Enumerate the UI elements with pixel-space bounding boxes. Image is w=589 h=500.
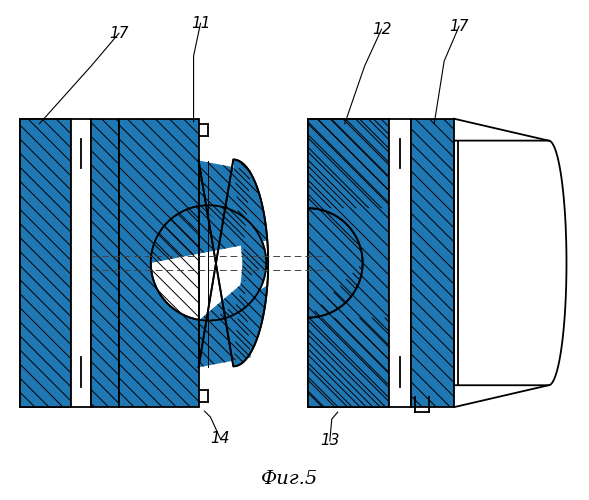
Text: 17: 17	[109, 26, 129, 40]
Text: 12: 12	[372, 22, 391, 36]
Polygon shape	[151, 160, 267, 368]
Bar	[308, 118, 389, 407]
Polygon shape	[308, 118, 389, 263]
Text: Фиг.5: Фиг.5	[261, 470, 318, 488]
Polygon shape	[308, 118, 389, 407]
Text: 11: 11	[191, 16, 210, 31]
Polygon shape	[91, 118, 119, 407]
Bar	[389, 118, 411, 407]
Text: 13: 13	[320, 434, 339, 448]
Text: 14: 14	[211, 432, 230, 446]
Polygon shape	[198, 160, 267, 366]
Circle shape	[151, 205, 266, 320]
Polygon shape	[119, 118, 198, 407]
Polygon shape	[19, 118, 71, 407]
Bar	[71, 118, 91, 407]
Polygon shape	[308, 263, 389, 407]
Polygon shape	[19, 118, 71, 407]
Text: 17: 17	[449, 18, 469, 34]
Polygon shape	[411, 118, 454, 407]
